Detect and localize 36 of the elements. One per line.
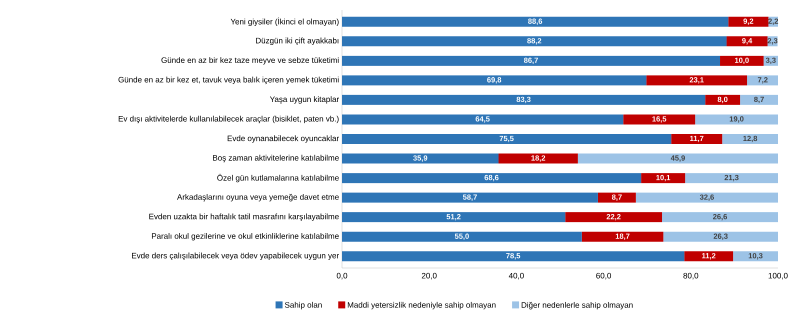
bar — [342, 192, 598, 203]
bar — [498, 154, 578, 164]
bar — [747, 75, 778, 86]
bar — [623, 114, 696, 124]
bar — [636, 192, 778, 203]
bar — [342, 56, 720, 66]
bar — [598, 192, 636, 203]
bar — [342, 36, 727, 46]
bar — [662, 212, 778, 222]
bar — [582, 232, 664, 242]
bar — [342, 114, 624, 124]
bar — [733, 251, 778, 262]
bar — [705, 94, 740, 105]
bar — [722, 134, 778, 144]
bar — [726, 36, 768, 46]
bar — [720, 56, 764, 66]
bar — [342, 16, 728, 27]
bar — [728, 16, 768, 27]
bar — [565, 212, 662, 222]
bar — [578, 154, 778, 164]
bar — [342, 94, 706, 105]
bar — [342, 134, 672, 144]
bar — [342, 251, 684, 262]
bar — [342, 75, 646, 86]
bar — [342, 232, 582, 242]
bar — [342, 154, 499, 164]
bar — [342, 173, 642, 184]
bar — [342, 212, 566, 222]
bar — [685, 173, 778, 184]
bar — [641, 173, 686, 184]
bar — [740, 94, 778, 105]
bar — [695, 114, 778, 124]
bar — [684, 251, 734, 262]
bar — [663, 232, 778, 242]
bar — [646, 75, 748, 86]
bar — [671, 134, 722, 144]
